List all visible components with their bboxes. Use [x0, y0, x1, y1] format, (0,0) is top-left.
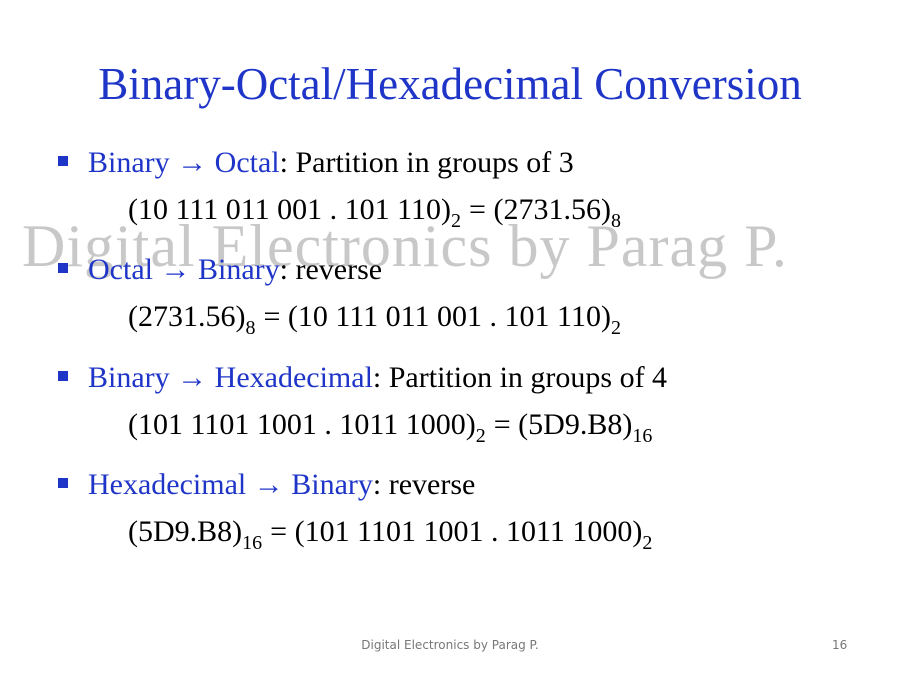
- example-text: = (5D9.B8): [493, 408, 633, 441]
- example: (101 1101 1001 . 1011 1000)2 = (5D9.B8)16: [128, 408, 652, 446]
- bullet-heading: Binary → Hexadecimal: Partition in group…: [88, 361, 667, 395]
- bullet-heading: Hexadecimal → Binary: reverse: [88, 468, 475, 502]
- footer-text: Digital Electronics by Parag P.: [361, 638, 539, 652]
- watermark: Digital Electronics by Parag P.: [22, 213, 788, 279]
- example: (2731.56)8 = (10 111 011 001 . 101 110)2: [128, 300, 621, 338]
- arrow: →: [177, 361, 208, 394]
- example-base: 2: [610, 317, 621, 339]
- example-base: 16: [242, 532, 263, 554]
- example-text: (2731.56): [128, 300, 246, 333]
- example-base: 16: [632, 425, 653, 447]
- from-system: Octal: [88, 253, 153, 286]
- bullet-marker: [58, 156, 68, 166]
- bullet-marker: [58, 478, 68, 488]
- example-base: 2: [451, 210, 462, 232]
- page-number: 16: [832, 638, 848, 652]
- to-system: Binary: [197, 253, 280, 286]
- example-text: (5D9.B8): [128, 515, 243, 548]
- description: : reverse: [372, 468, 476, 501]
- bullet-heading: Octal → Binary: reverse: [88, 253, 382, 287]
- description: : Partition in groups of 4: [372, 361, 668, 394]
- to-system: Octal: [214, 146, 280, 179]
- bullet-marker: [58, 263, 68, 273]
- example-base: 8: [245, 317, 256, 339]
- from-system: Hexadecimal: [88, 468, 247, 501]
- example-text: = (10 111 011 001 . 101 110): [263, 300, 611, 333]
- to-system: Binary: [291, 468, 373, 501]
- example-base: 2: [642, 532, 653, 554]
- from-system: Binary: [88, 361, 170, 394]
- arrow: →: [160, 253, 191, 286]
- from-system: Binary: [88, 146, 170, 179]
- arrow: →: [177, 146, 208, 179]
- example-base: 8: [610, 210, 621, 232]
- example-text: = (101 1101 1001 . 1011 1000): [270, 515, 643, 548]
- example-base: 2: [475, 425, 486, 447]
- slide-title: Binary-Octal/Hexadecimal Conversion: [98, 59, 802, 109]
- arrow: →: [253, 468, 284, 501]
- to-system: Hexadecimal: [214, 361, 373, 394]
- example-text: = (2731.56): [469, 193, 611, 226]
- example: (10 111 011 001 . 101 110)2 = (2731.56)8: [128, 193, 621, 231]
- example: (5D9.B8)16 = (101 1101 1001 . 1011 1000)2: [128, 515, 652, 553]
- bullet-heading: Binary → Octal: Partition in groups of 3: [88, 146, 574, 180]
- example-text: (101 1101 1001 . 1011 1000): [128, 408, 476, 441]
- bullet-marker: [58, 371, 68, 381]
- example-text: (10 111 011 001 . 101 110): [128, 193, 452, 226]
- description: : Partition in groups of 3: [279, 146, 574, 179]
- description: : reverse: [279, 253, 383, 286]
